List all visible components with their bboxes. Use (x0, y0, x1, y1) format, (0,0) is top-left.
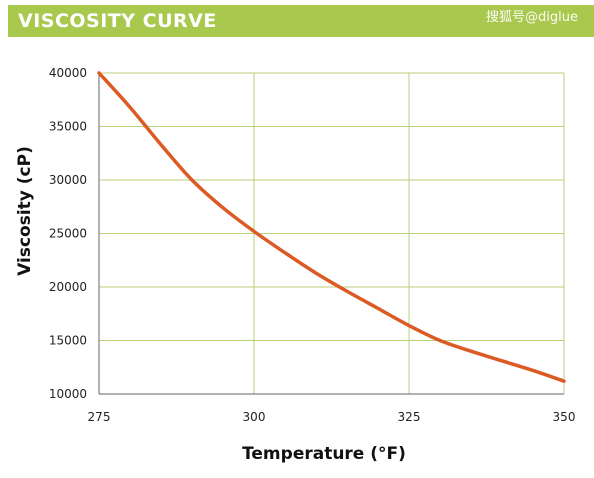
y-axis-title: Viscosity (cP) (15, 146, 35, 276)
watermark-text: 搜狐号@diglue (486, 10, 578, 25)
x-tick-label: 325 (398, 410, 421, 424)
chart-title: VISCOSITY CURVE (18, 10, 217, 32)
x-tick-label: 275 (88, 410, 111, 424)
x-tick-labels: 275 300 325 350 (88, 410, 576, 424)
grid-lines (99, 72, 565, 394)
y-tick-label: 25000 (49, 227, 87, 241)
y-tick-label: 15000 (49, 334, 87, 348)
axes (98, 73, 564, 395)
y-tick-label: 10000 (49, 387, 87, 401)
y-tick-labels: 10000 15000 20000 25000 30000 35000 40000 (49, 66, 87, 401)
x-tick-label: 350 (553, 410, 576, 424)
y-tick-label: 40000 (49, 66, 87, 80)
x-tick-label: 300 (243, 410, 266, 424)
x-axis-title: Temperature (°F) (242, 444, 406, 464)
y-tick-label: 20000 (49, 280, 87, 294)
header-banner: VISCOSITY CURVE 搜狐号@diglue (8, 5, 594, 37)
viscosity-series-line (97, 71, 566, 383)
y-tick-label: 35000 (49, 120, 87, 134)
y-tick-label: 30000 (49, 173, 87, 187)
